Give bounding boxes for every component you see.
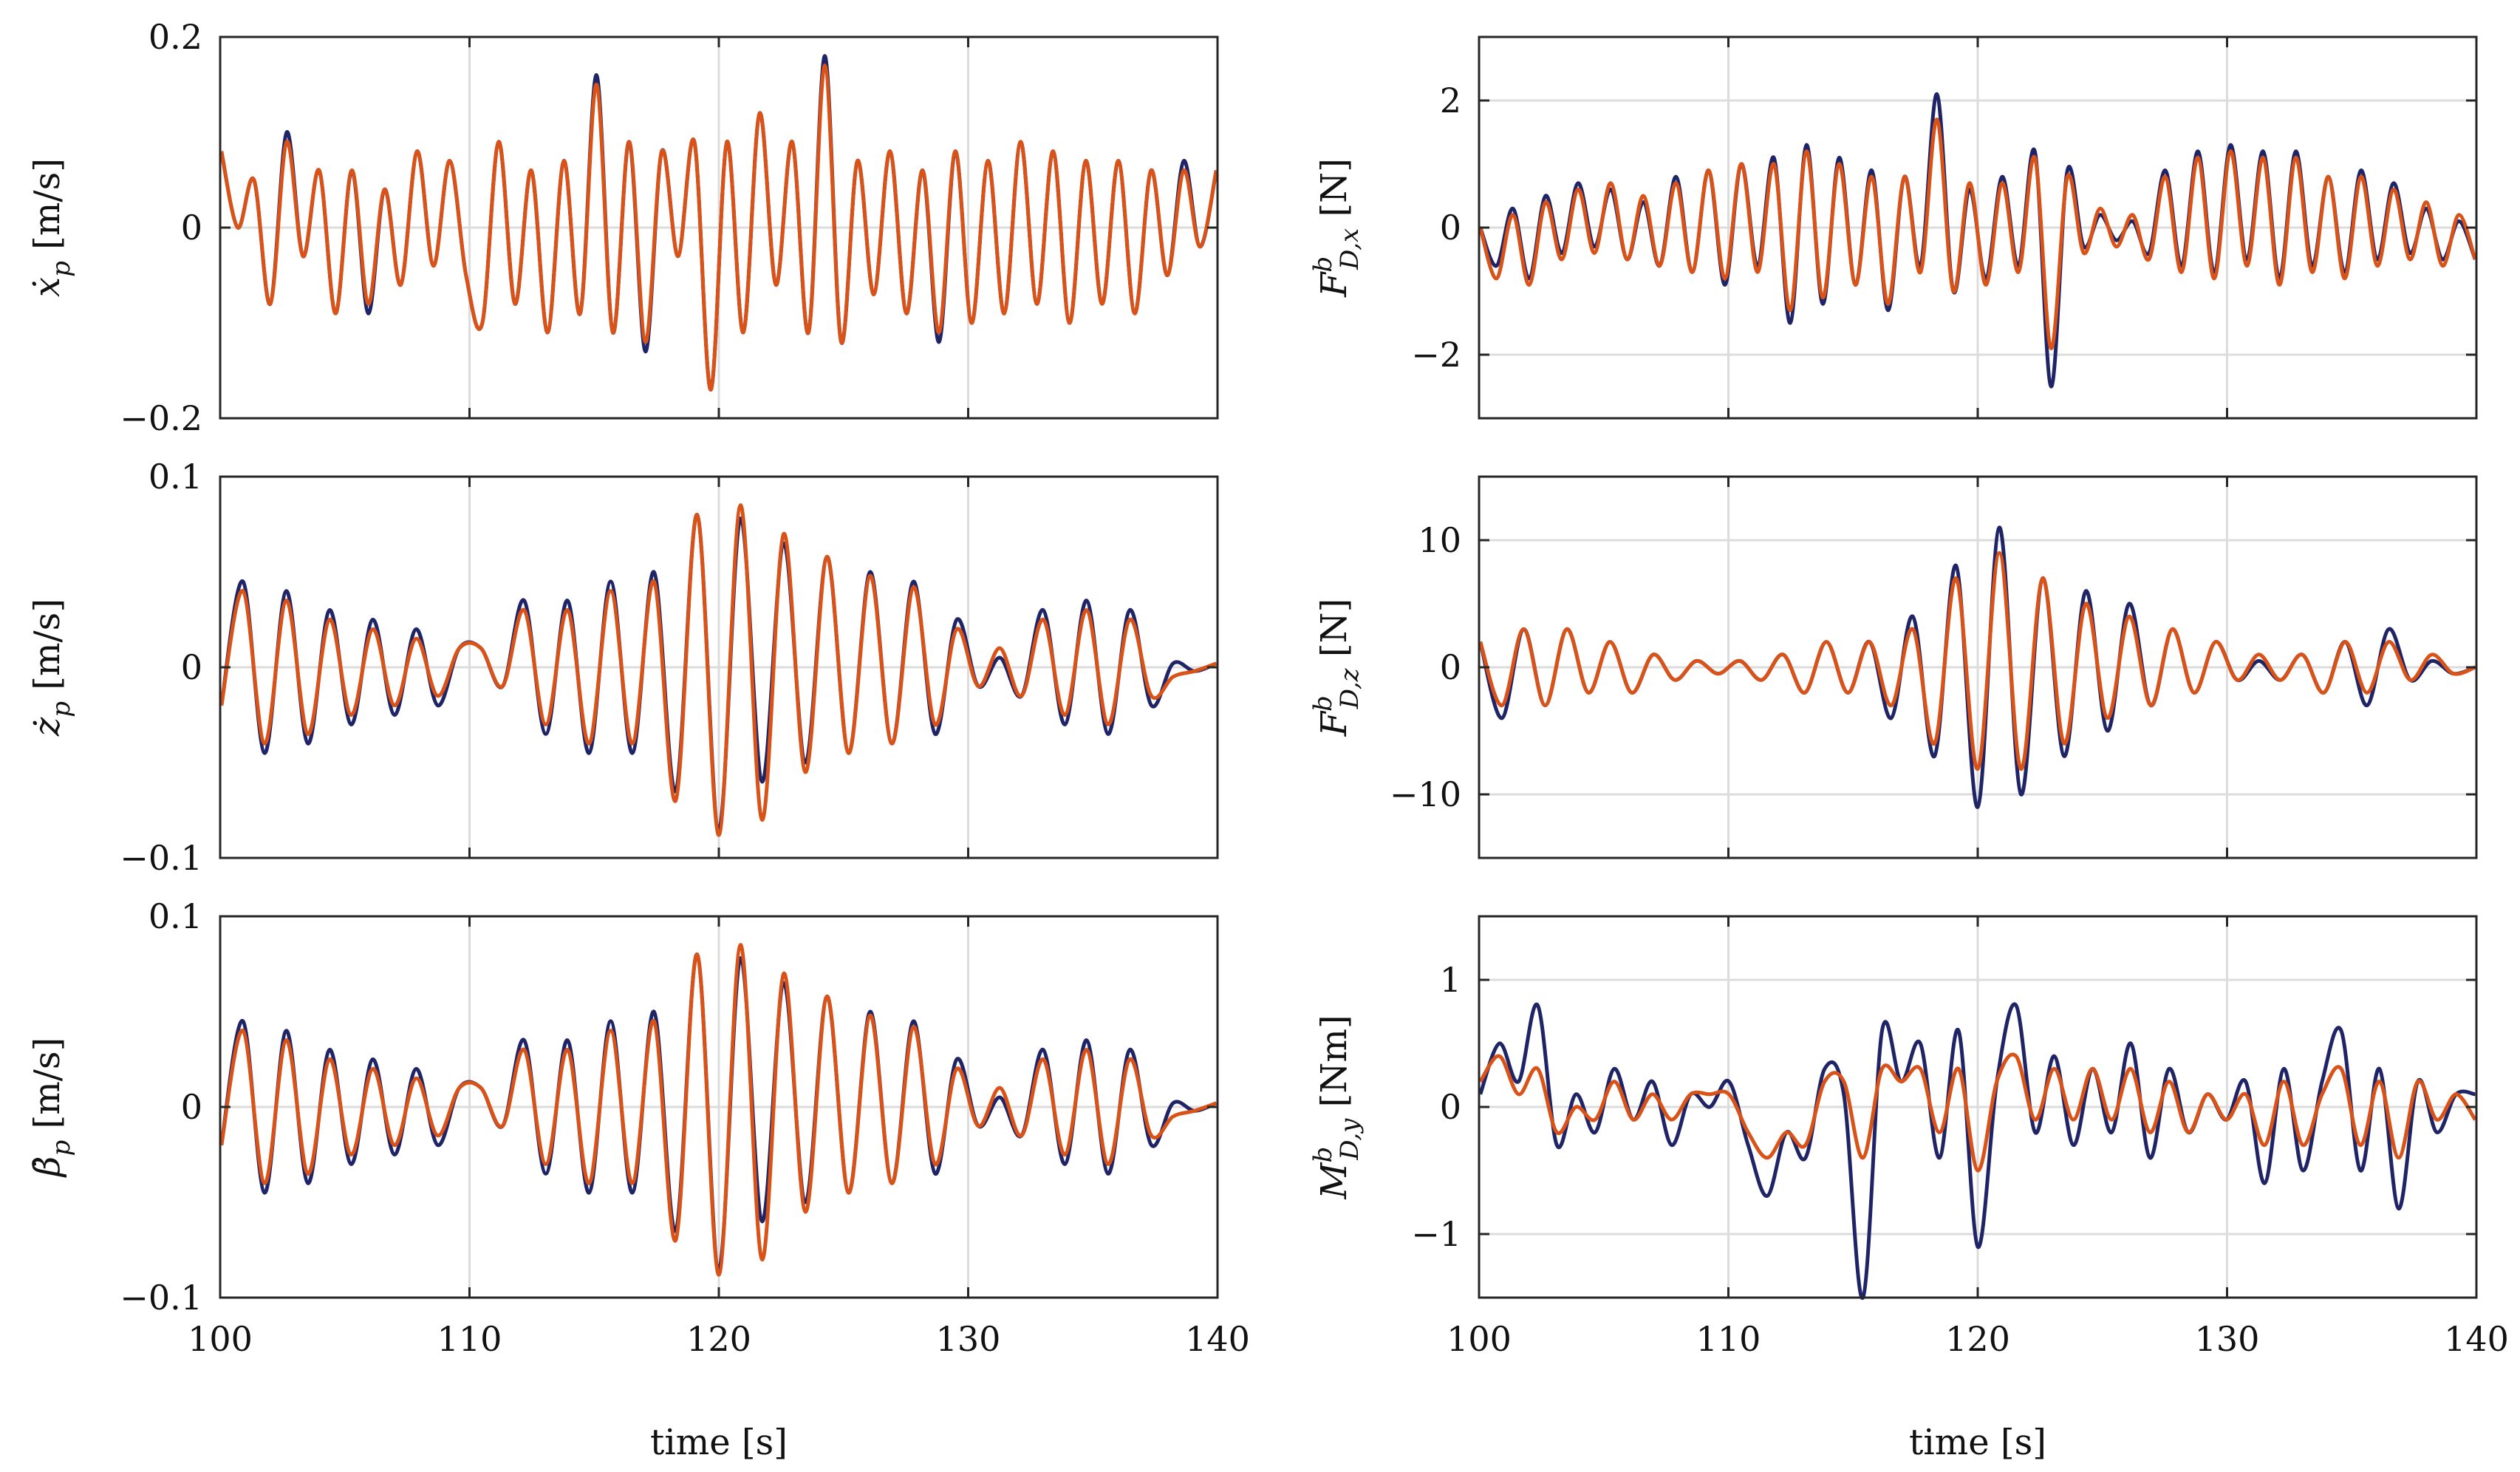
y-axis-label-superscript: b [1308, 1147, 1338, 1163]
x-tick-label: 120 [1945, 1319, 2010, 1359]
y-tick-label: −10 [1390, 774, 1461, 814]
x-tick-label: 110 [1696, 1319, 1761, 1359]
y-axis-label-unit: [Nm] [1314, 1015, 1355, 1118]
y-axis-label-symbol: F [1314, 271, 1355, 298]
y-tick-label: 0 [181, 208, 202, 248]
y-axis-label-subscript: p [47, 701, 76, 718]
y-axis-label-symbol: ẋ [27, 277, 68, 297]
y-axis-label-symbol: M [1314, 1162, 1355, 1200]
panel-right-3: −1 0 1 100 110 120 130 140 time [s] MbD,y [Nm] [1308, 915, 2509, 1463]
x-tick-label: 120 [686, 1319, 751, 1359]
y-axis-label-superscript: b [1308, 256, 1338, 273]
x-tick-label: 130 [936, 1319, 1001, 1359]
y-tick-label: 0 [181, 647, 202, 687]
y-tick-label: 1 [1440, 960, 1461, 1000]
y-tick-label: −1 [1411, 1214, 1461, 1254]
series-line-model [1478, 117, 2477, 350]
y-tick-label: −0.2 [120, 398, 202, 438]
y-tick-label: 0.1 [148, 457, 202, 497]
y-tick-label: 10 [1418, 520, 1461, 560]
y-axis-label: MbD,y [Nm] [1308, 1015, 1365, 1199]
y-tick-label: 0 [1440, 647, 1461, 687]
y-axis-label-subscript: p [47, 1140, 76, 1156]
series-line-model [219, 943, 1218, 1277]
x-tick-label: 140 [1185, 1319, 1250, 1359]
y-axis-label: ẋp [m/s] [27, 158, 76, 297]
panel-right-1: −2 0 2 FbD,x [N] [1308, 35, 2478, 420]
y-axis-label-symbol: ż [27, 717, 68, 737]
y-axis-label-subscript: D,y [1335, 1118, 1365, 1161]
series-line-model [1478, 1052, 2477, 1173]
y-axis-label-subscript: D,x [1335, 228, 1365, 270]
y-axis-label: żp [m/s] [27, 599, 76, 737]
panel-left-3: −0.1 0 0.1 100 110 120 130 140 time [s] β̇p [m/s] [27, 896, 1250, 1463]
x-tick-label: 140 [2444, 1319, 2509, 1359]
series-line-model [1478, 551, 2476, 771]
series-line-model [219, 64, 1218, 392]
y-tick-label: 0.2 [148, 17, 202, 57]
y-tick-label: 2 [1440, 81, 1461, 120]
panel-right-2: −10 0 10 FbD,z [N] [1308, 475, 2478, 859]
panel-left-1: −0.2 0 0.2 ẋp [m/s] [27, 17, 1219, 438]
y-axis-label: FbD,z [N] [1308, 599, 1365, 737]
y-axis-label-subscript: p [47, 261, 76, 277]
y-tick-label: 0 [1440, 208, 1461, 248]
y-axis-label-subscript: D,z [1335, 667, 1365, 709]
y-tick-label: 0 [1440, 1087, 1461, 1127]
y-tick-label: −0.1 [120, 838, 202, 878]
y-tick-label: 0.1 [148, 896, 202, 936]
x-axis-label: time [s] [1909, 1422, 2046, 1463]
x-tick-label: 110 [437, 1319, 502, 1359]
y-axis-label-unit: [m/s] [27, 599, 68, 701]
y-tick-label: 0 [181, 1087, 202, 1127]
x-tick-label: 100 [188, 1319, 253, 1359]
y-axis-label: β̇p [m/s] [27, 1037, 76, 1179]
y-axis-label-superscript: b [1308, 695, 1338, 712]
y-axis-label-unit: [N] [1314, 158, 1355, 228]
panel-left-2: −0.1 0 0.1 żp [m/s] [27, 457, 1219, 878]
x-tick-label: 130 [2195, 1319, 2260, 1359]
y-axis-label-unit: [m/s] [27, 1037, 68, 1140]
x-tick-label: 100 [1447, 1319, 1512, 1359]
y-axis-label-symbol: β̇ [27, 1156, 68, 1179]
y-axis-label-symbol: F [1314, 710, 1355, 737]
series-line-measured [1478, 1002, 2476, 1300]
series-line-model [219, 503, 1218, 837]
y-tick-label: −0.1 [120, 1278, 202, 1318]
y-axis-label-unit: [m/s] [27, 158, 68, 261]
y-tick-label: −2 [1411, 335, 1461, 375]
y-axis-label-unit: [N] [1314, 599, 1355, 669]
x-axis-label: time [s] [650, 1422, 788, 1463]
y-axis-label: FbD,x [N] [1308, 158, 1365, 298]
